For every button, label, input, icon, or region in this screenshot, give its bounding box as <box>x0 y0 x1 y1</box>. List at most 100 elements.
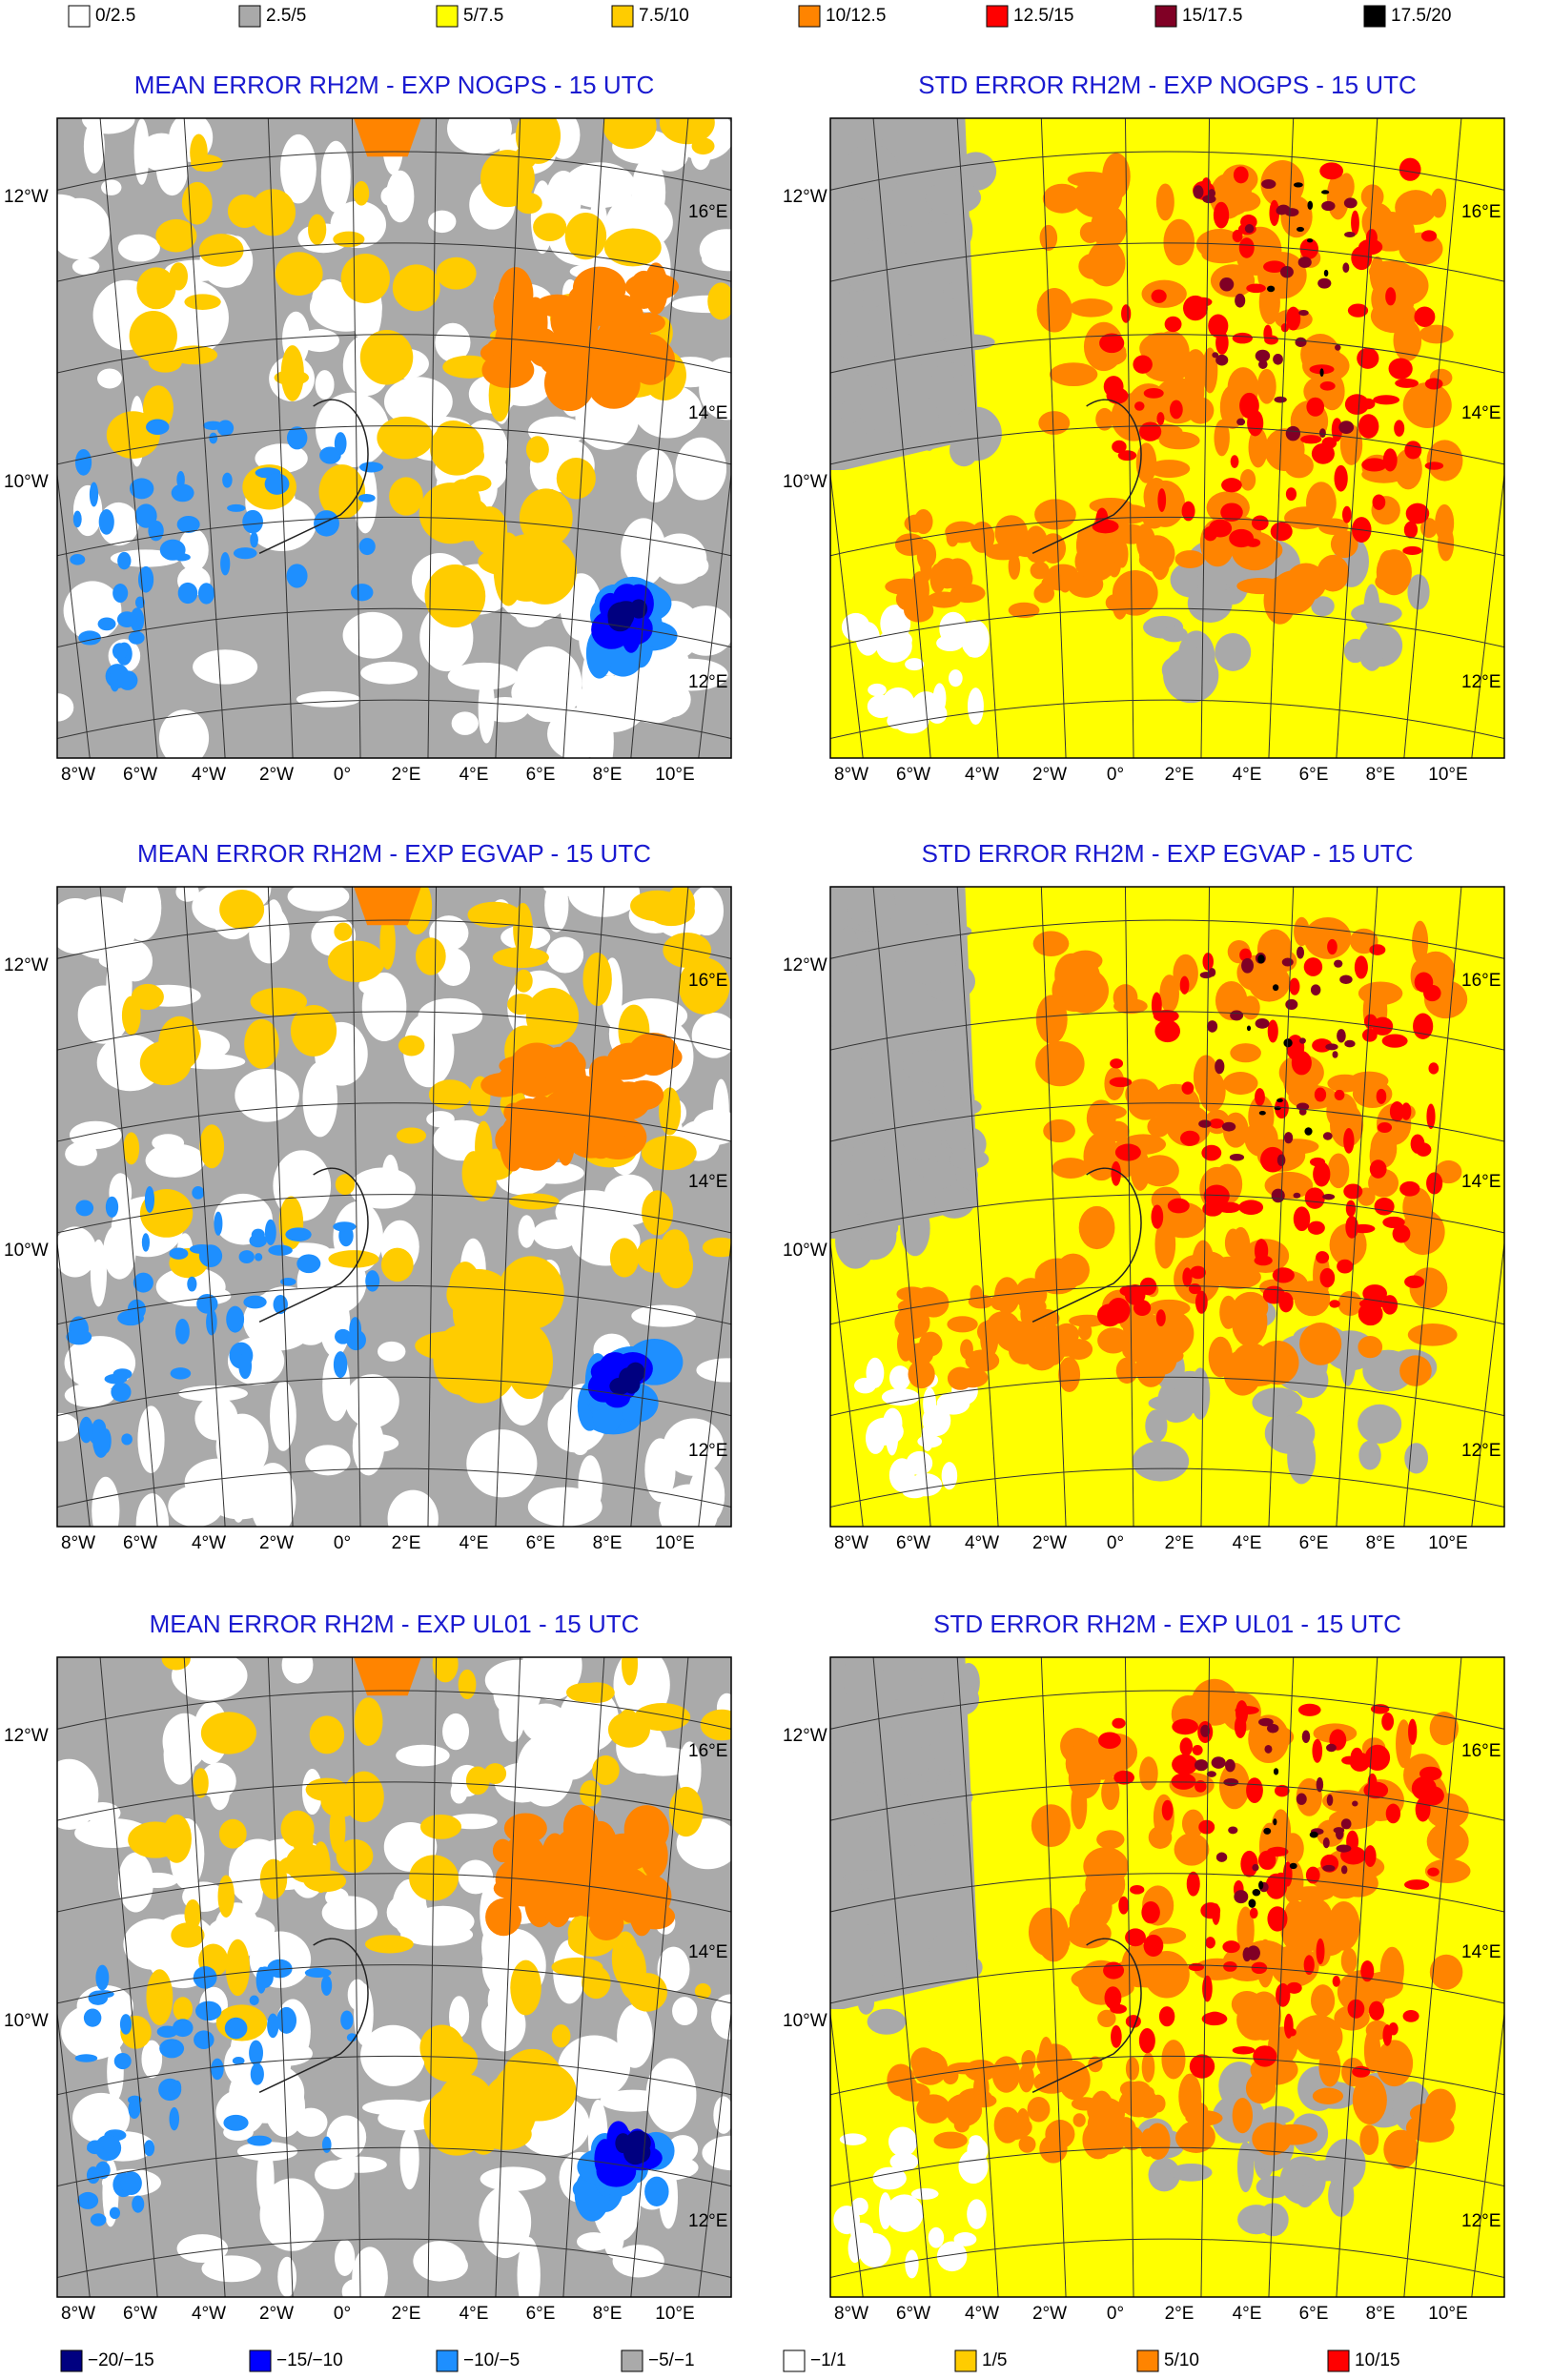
legend-swatch <box>1327 2349 1350 2372</box>
lon-label: 16°E <box>1461 971 1501 991</box>
legend-item: 7.5/10 <box>611 5 689 28</box>
lon-label: 4°E <box>459 765 489 785</box>
legend-item: 1/5 <box>954 2349 1007 2372</box>
legend-swatch <box>986 5 1009 28</box>
lon-label: 12°W <box>783 1726 827 1746</box>
legend-label: 17.5/20 <box>1391 6 1451 26</box>
legend-swatch <box>436 2349 459 2372</box>
lon-label: 10°W <box>783 472 827 492</box>
lon-label: 2°W <box>259 1533 294 1553</box>
legend-item: −15/−10 <box>249 2349 343 2372</box>
legend-swatch <box>954 2349 977 2372</box>
legend-swatch <box>60 2349 83 2372</box>
lon-label: 16°E <box>688 202 727 222</box>
legend-swatch <box>1136 2349 1159 2372</box>
map-panel: MEAN ERROR RH2M - EXP EGVAP - 15 UTC 12°W… <box>4 839 732 1553</box>
lon-label: 8°E <box>593 2304 623 2324</box>
lon-label: 12°E <box>688 1441 727 1461</box>
map-field <box>830 118 1504 758</box>
legend-label: 7.5/10 <box>639 6 689 26</box>
map-field <box>57 887 731 1527</box>
legend-swatch <box>783 2349 806 2372</box>
map-frame <box>56 1656 732 2298</box>
lon-label: 10°E <box>1428 765 1467 785</box>
lon-label: 12°E <box>688 2211 727 2231</box>
lon-label: 2°E <box>1165 765 1195 785</box>
lon-label: 10°W <box>4 1241 49 1261</box>
map-field <box>57 118 731 758</box>
lon-label: 4°W <box>192 1533 226 1553</box>
lon-label: 14°E <box>688 1942 727 1962</box>
lon-label: 14°E <box>1461 1172 1501 1192</box>
lon-label: 14°E <box>688 403 727 423</box>
legend-label: −20/−15 <box>88 2350 154 2370</box>
lon-label: 6°W <box>896 2304 930 2324</box>
lon-label: 4°E <box>1233 1533 1262 1553</box>
lon-label: 14°E <box>1461 403 1501 423</box>
lon-label: 6°W <box>896 765 930 785</box>
lon-label: 10°W <box>783 2011 827 2031</box>
lon-label: 16°E <box>1461 202 1501 222</box>
map-frame <box>56 886 732 1528</box>
map-panel: MEAN ERROR RH2M - EXP UL01 - 15 UTC 12°W 1… <box>4 1610 732 2324</box>
legend-item: 10/15 <box>1327 2349 1400 2372</box>
legend-item: −20/−15 <box>60 2349 154 2372</box>
lon-label: 2°W <box>1032 1533 1067 1553</box>
legend-item: −1/1 <box>783 2349 847 2372</box>
lon-label: 12°W <box>4 955 49 975</box>
lon-label: 8°E <box>593 1533 623 1553</box>
panel-title: STD ERROR RH2M - EXP UL01 - 15 UTC <box>933 1610 1401 1638</box>
panel-title: MEAN ERROR RH2M - EXP NOGPS - 15 UTC <box>134 71 655 99</box>
panel-title: STD ERROR RH2M - EXP EGVAP - 15 UTC <box>922 839 1414 868</box>
legend-item: 2.5/5 <box>238 5 306 28</box>
legend-item: 5/10 <box>1136 2349 1199 2372</box>
lon-label: 12°W <box>4 187 49 207</box>
lon-label: 10°W <box>783 1241 827 1261</box>
lon-label: 14°E <box>1461 1942 1501 1962</box>
map-panel: STD ERROR RH2M - EXP NOGPS - 15 UTC 12°W 1… <box>783 71 1505 785</box>
lon-label: 0° <box>334 2304 351 2324</box>
legend-label: 10/15 <box>1355 2350 1400 2370</box>
lon-label: 4°W <box>965 1533 999 1553</box>
lon-label: 16°E <box>688 1741 727 1761</box>
lon-label: 6°E <box>1299 765 1329 785</box>
legend-label: 5/10 <box>1164 2350 1199 2370</box>
panel-title: STD ERROR RH2M - EXP NOGPS - 15 UTC <box>918 71 1417 99</box>
legend-item: 15/17.5 <box>1154 5 1242 28</box>
lon-label: 6°E <box>1299 2304 1329 2324</box>
lon-label: 4°E <box>459 2304 489 2324</box>
legend-item: 5/7.5 <box>436 5 503 28</box>
lon-label: 12°E <box>1461 2211 1501 2231</box>
lon-label: 10°E <box>655 1533 694 1553</box>
legend-label: −1/1 <box>810 2350 847 2370</box>
map-field <box>830 1657 1504 2297</box>
legend-swatch <box>249 2349 272 2372</box>
lon-label: 4°E <box>459 1533 489 1553</box>
legend-label: 12.5/15 <box>1013 6 1073 26</box>
map-frame <box>56 117 732 759</box>
lon-label: 12°W <box>783 187 827 207</box>
map-frame <box>829 1656 1505 2298</box>
lon-label: 8°E <box>593 765 623 785</box>
lon-label: 8°E <box>1366 2304 1396 2324</box>
legend-swatch <box>436 5 459 28</box>
panel-title: MEAN ERROR RH2M - EXP EGVAP - 15 UTC <box>137 839 651 868</box>
lon-label: 4°W <box>965 765 999 785</box>
legend-swatch <box>238 5 261 28</box>
legend-label: 0/2.5 <box>95 6 135 26</box>
legend-swatch <box>621 2349 643 2372</box>
legend-item: 17.5/20 <box>1363 5 1451 28</box>
lon-label: 0° <box>1107 765 1124 785</box>
legend-swatch <box>798 5 821 28</box>
legend-label: 2.5/5 <box>266 6 306 26</box>
lon-label: 4°W <box>965 2304 999 2324</box>
legend-swatch <box>1154 5 1177 28</box>
lon-label: 8°W <box>61 2304 95 2324</box>
legend-item: −10/−5 <box>436 2349 520 2372</box>
legend-item: 0/2.5 <box>68 5 135 28</box>
lon-label: 6°E <box>1299 1533 1329 1553</box>
lon-label: 2°E <box>392 2304 421 2324</box>
lon-label: 12°W <box>4 1726 49 1746</box>
map-frame <box>829 886 1505 1528</box>
lon-label: 6°W <box>123 2304 157 2324</box>
